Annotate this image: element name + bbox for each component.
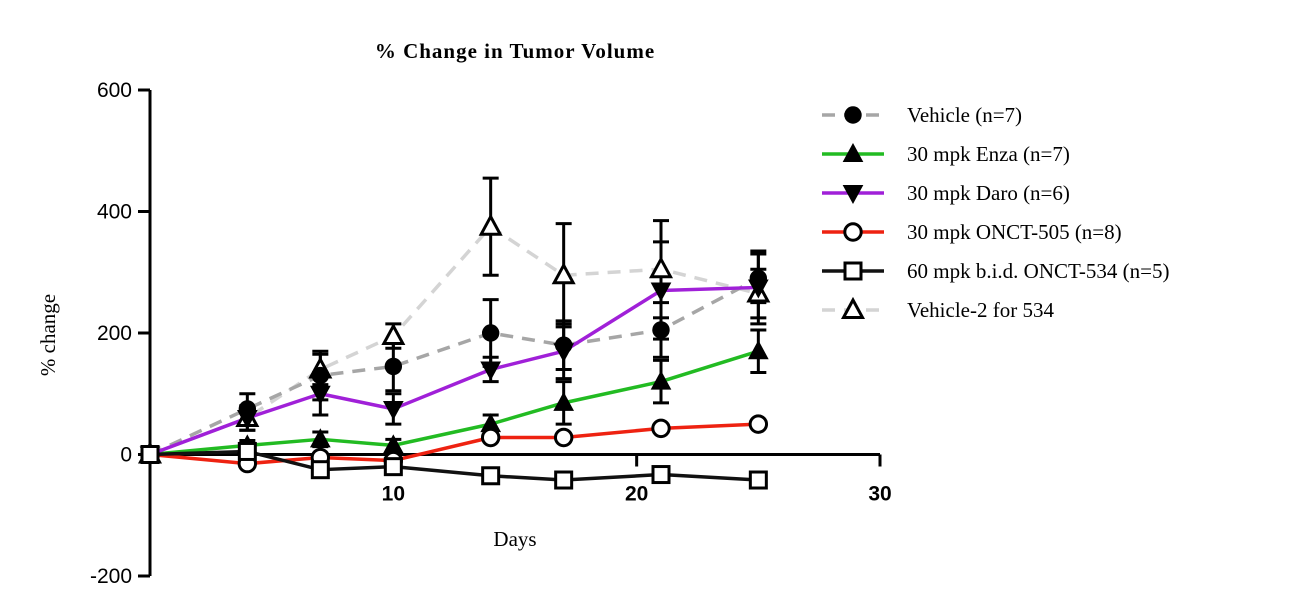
data-point [651,418,671,439]
y-tick-label: 600 [97,79,132,102]
data-point [748,470,768,490]
data-point [309,428,331,448]
data-point [652,321,670,339]
series-line [149,224,759,457]
series-lines [149,224,760,482]
data-markers [137,213,771,490]
data-point [382,400,404,420]
legend-marker [840,296,866,319]
legend-marker [842,142,864,162]
data-point [481,324,500,342]
data-point [747,279,769,299]
legend: Vehicle (n=7) 30 mpk Enza (n=7) 30 mpk Dar… [822,103,1169,322]
data-point [481,466,501,486]
y-tick-label: 200 [97,322,132,345]
axes: -200 0 200 400 600 10 20 30 [90,79,892,588]
data-point [551,262,576,285]
legend-label: Vehicle (n=7) [907,103,1022,127]
data-point [236,410,258,430]
y-tick-label: 0 [120,444,132,467]
series-line [149,422,759,466]
data-point [480,361,502,381]
data-point [140,445,160,464]
legend-marker [844,106,862,124]
chart-title: % Change in Tumor Volume [375,39,655,63]
data-point [311,366,330,385]
legend-label: 30 mpk Daro (n=6) [907,181,1070,205]
legend-label: 30 mpk Enza (n=7) [907,142,1070,166]
data-point [648,256,674,279]
x-tick-label: 10 [382,483,405,506]
data-point [553,391,575,411]
series-line [149,449,759,482]
data-point [237,441,257,461]
x-tick-label: 30 [868,483,891,506]
data-point [480,427,501,448]
legend-marker [842,185,864,205]
data-point [553,343,575,363]
data-point [748,414,769,434]
series-line [149,276,760,457]
y-tick-label: 400 [97,201,132,224]
data-point [381,322,406,346]
legend-label: 30 mpk ONCT-505 (n=8) [907,220,1122,244]
y-axis-label: % change [36,294,60,376]
series-line [149,349,759,457]
data-point [553,427,574,448]
data-point [651,465,671,485]
legend-label: 60 mpk b.i.d. ONCT-534 (n=5) [907,259,1169,283]
data-point [650,370,672,390]
x-axis-label: Days [493,527,536,551]
data-point [383,457,403,477]
legend-marker [843,261,863,281]
data-point [554,470,574,490]
data-point [747,340,769,360]
legend-marker [843,222,863,242]
data-point [310,460,330,480]
legend-label: Vehicle-2 for 534 [907,298,1054,322]
data-point [478,213,503,236]
y-tick-label: -200 [90,565,132,588]
data-point [650,282,672,302]
series-line [149,285,759,457]
data-point [384,357,403,376]
x-tick-label: 20 [625,483,648,506]
data-point [309,385,331,405]
